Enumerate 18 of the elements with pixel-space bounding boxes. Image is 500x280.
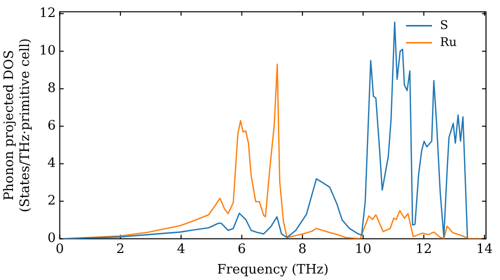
x-axis-title: Frequency (THz) [217,262,329,278]
legend-label: S [440,18,448,32]
x-tick-label: 6 [238,242,246,257]
x-tick-label: 2 [116,242,125,257]
x-tick-label: 4 [176,242,186,257]
x-tick-label: 8 [298,242,307,257]
y-axis-title: Phonon projected DOS (States/THz·primitive cell) [2,38,33,212]
x-tick-label: 10 [354,242,372,257]
legend-label: Ru [440,34,458,49]
x-tick-label: 12 [416,242,432,257]
y-tick-label: 2 [47,194,56,209]
y-tick-label: 4 [47,156,56,172]
y-tick-label: 10 [39,44,56,59]
x-tick-label: 14 [476,242,493,257]
y-tick-label: 8 [47,81,56,96]
y-tick-label: 0 [47,231,56,246]
y-tick-label: 12 [39,6,56,22]
y-tick-label: 6 [47,118,56,134]
